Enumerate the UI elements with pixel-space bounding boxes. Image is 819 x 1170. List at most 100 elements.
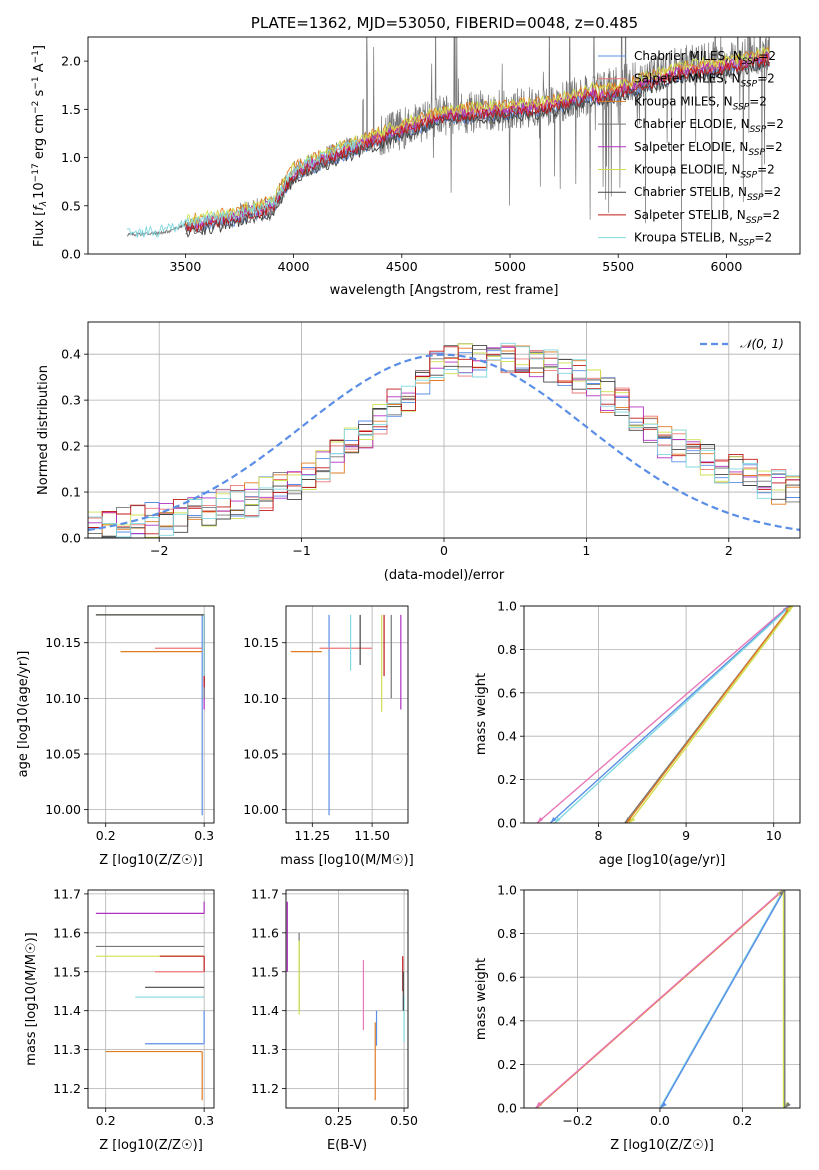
age_vs_mass-xtick-label: 11.50 — [354, 828, 390, 843]
age_vs_Z-xlabel: Z [log10(Z/Z☉)] — [99, 853, 203, 868]
spectrum-frame — [87, 36, 801, 255]
age_vs_mass-xtick-label: 11.25 — [294, 828, 330, 843]
mass_vs_EBV-ytick-label: 11.3 — [251, 1042, 279, 1057]
age_vs_Z-ytick-label: 10.00 — [45, 802, 81, 817]
cumulative_age-axes: 8 9 10 0.0 0.2 0.4 0.6 0.8 1.0 — [497, 599, 800, 843]
legend-entry-suffix: =2 — [764, 185, 782, 199]
age_vs_Z-ytick-label: 10.05 — [45, 747, 81, 762]
legend-entry-label: Salpeter STELIB, NSSP=2 — [634, 208, 780, 226]
mass_vs_Z-ytick-label: 11.4 — [53, 1003, 81, 1018]
legend-entry-text: Kroupa ELODIE, N — [634, 163, 741, 177]
legend-entry-text: Salpeter MILES, N — [634, 72, 741, 86]
cumulative_age-ytick-label: 0.2 — [497, 772, 517, 787]
cumulative_Z-ytick-label: 0.2 — [497, 1057, 517, 1072]
cumulative_Z-ytick-label: 0.6 — [497, 970, 517, 985]
legend-entry-suffix: =2 — [762, 208, 780, 222]
residuals-xtick-label: 1 — [582, 543, 590, 558]
mass_vs_Z-ytick-label: 11.7 — [53, 886, 81, 901]
spectrum-xtick-label: 5000 — [494, 259, 526, 274]
cumulative_age-arrow-pink — [537, 817, 544, 823]
legend-entry-sub: SSP — [748, 148, 765, 158]
cumulative_age-line-kroupa-elodie — [628, 606, 794, 823]
residual-hist-salpeter-stelib — [88, 345, 800, 535]
spectrum-ylabel-part: erg cm — [32, 114, 47, 163]
residuals-xtick-label: 0 — [440, 543, 448, 558]
spectrum-ylabel-part: s — [32, 89, 47, 100]
cumulative_Z-arrowhead-chabrier-elodie — [778, 890, 785, 896]
age_vs_mass-ytick-label: 10.05 — [243, 747, 279, 762]
age_vs_mass-ytick-label: 10.00 — [243, 802, 279, 817]
mass_vs_EBV-xlabel: E(B-V) — [327, 1138, 367, 1153]
mass_vs_EBV-ytick-label: 11.6 — [251, 925, 279, 940]
legend-entry-suffix: =2 — [757, 163, 775, 177]
residuals-ytick-label: 0.3 — [61, 393, 81, 408]
legend-entry-suffix: =2 — [766, 117, 784, 131]
cumulative_Z-arrow-chabrier-elodie — [784, 1102, 791, 1108]
cumulative_Z-ytick-label: 0.0 — [497, 1101, 517, 1116]
legend-entry-suffix: =2 — [754, 231, 772, 245]
spectrum-axes: 3500 4000 4500 5000 5500 6000 0.0 0.5 1.0 1.5 2.0 — [61, 37, 771, 274]
cumulative_Z-ylabel: mass weight — [474, 958, 489, 1040]
spectrum-model-line-kroupa-stelib — [127, 139, 362, 238]
mass_vs_EBV-plot-area — [286, 901, 405, 1101]
legend-entry-text: Chabrier ELODIE, N — [634, 117, 750, 131]
cumulative_age-ytick-label: 0.8 — [497, 642, 517, 657]
mass_vs_Z-xtick-label: 0.2 — [96, 1113, 116, 1128]
cumulative_age-line-kroupa-miles — [625, 606, 792, 823]
residuals-frame — [87, 321, 801, 539]
spectrum-ylabel-part: f — [32, 204, 47, 211]
cumulative_age-arrow-kroupa-stelib — [554, 817, 561, 823]
mass_vs_Z-axes: 0.2 0.3 11.2 11.3 11.4 11.5 11.6 11.7 — [53, 886, 214, 1128]
residuals-xtick-label: −1 — [292, 543, 310, 558]
cumulative_Z-line-pink — [535, 890, 784, 1108]
spectrum-ylabel-part: −2 — [31, 101, 41, 114]
residuals-ytick-label: 0.0 — [61, 531, 81, 546]
legend-entry-sub: SSP — [741, 171, 758, 181]
cumulative_age-xtick-label: 8 — [594, 828, 602, 843]
spectrum-ylabel-part: λ — [39, 201, 49, 207]
age_vs_Z-xtick-label: 0.2 — [96, 828, 116, 843]
cumulative_age-line-pink — [536, 606, 790, 823]
spectrum-ylabel-part: ] — [32, 45, 47, 50]
cumulative_age-arrow-kroupa-elodie — [629, 817, 636, 823]
cumulative_age-ytick-label: 0.0 — [497, 816, 517, 831]
spectrum-ylabel-part: Flux [ — [32, 211, 47, 247]
cumulative_Z-xtick-label: −0.2 — [562, 1113, 592, 1128]
residuals-plot-area — [88, 342, 800, 538]
legend-entry-sub: SSP — [733, 102, 750, 112]
legend-entry-suffix: =2 — [749, 94, 767, 108]
legend-entry-suffix: =2 — [758, 49, 776, 63]
legend-entry-text: Chabrier MILES, N — [634, 49, 742, 63]
cumulative_age-arrow-chabrier-miles — [550, 817, 557, 823]
mass_vs_Z-xtick-label: 0.3 — [194, 1113, 214, 1128]
cumulative_age-plot-area — [536, 606, 794, 823]
age_vs_Z-ylabel: age [log10(age/yr)] — [16, 651, 31, 778]
age_vs_mass-ytick-label: 10.15 — [243, 635, 279, 650]
spectrum-xtick-label: 5500 — [602, 259, 634, 274]
residuals-ylabel: Normed distribution — [36, 365, 51, 495]
figure-title: PLATE=1362, MJD=53050, FIBERID=0048, z=0… — [251, 14, 638, 32]
spectrum-ytick-label: 1.0 — [61, 150, 81, 165]
legend-entry-sub: SSP — [746, 216, 763, 226]
legend-entry-label: Kroupa ELODIE, NSSP=2 — [634, 163, 775, 181]
legend-entry-text: Kroupa MILES, N — [634, 94, 733, 108]
residuals-ytick-label: 0.4 — [61, 347, 81, 362]
spectrum-ylabel-part: A — [32, 63, 47, 76]
legend-entry-sub: SSP — [747, 193, 764, 203]
cumulative_age-ytick-label: 0.4 — [497, 729, 517, 744]
legend-entry-label: Kroupa STELIB, NSSP=2 — [634, 231, 772, 249]
residuals-xtick-label: −2 — [150, 543, 168, 558]
age_vs_mass-axes: 11.25 11.50 10.00 10.05 10.10 10.15 — [243, 606, 408, 843]
legend-entry-text: Salpeter STELIB, N — [634, 208, 746, 222]
residual-hist-kroupa-stelib — [88, 342, 800, 538]
residuals-axes: −2 −1 0 1 2 0.0 0.1 0.2 0.3 0.4 — [61, 322, 800, 558]
age_vs_Z-plot-area — [95, 614, 205, 816]
legend-entry-text: Kroupa STELIB, N — [634, 231, 738, 245]
cumulative_Z-xtick-label: 0.0 — [650, 1113, 670, 1128]
cumulative_Z-xlabel: Z [log10(Z/Z☉)] — [610, 1138, 714, 1153]
mass_vs_EBV-xtick-label: 0.25 — [325, 1113, 353, 1128]
spectrum-ytick-label: 0.5 — [61, 198, 81, 213]
age_vs_Z-ytick-label: 10.15 — [45, 635, 81, 650]
spectrum-plot-area — [126, 37, 771, 244]
